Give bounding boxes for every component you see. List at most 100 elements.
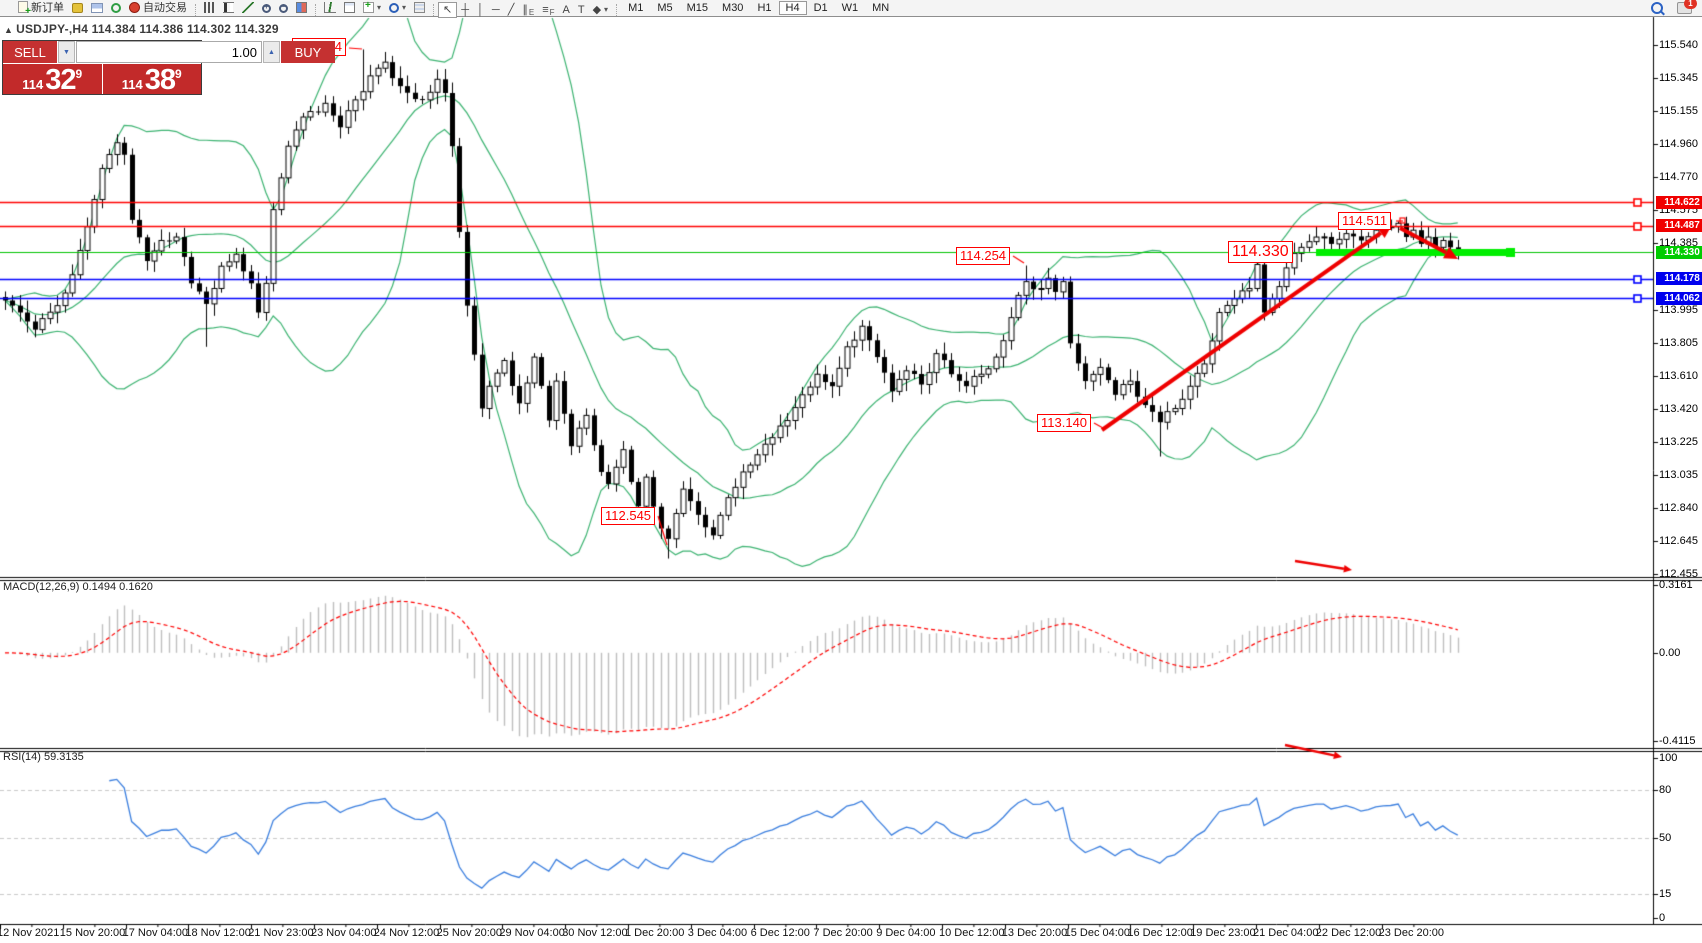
timeframe-w1[interactable]: W1 bbox=[841, 1, 859, 14]
timeframe-m1[interactable]: M1 bbox=[628, 1, 644, 14]
cursor-tool-icon: ↖ bbox=[443, 3, 453, 16]
price-axis-tick: 115.540 bbox=[1659, 39, 1698, 51]
price-annotation-label[interactable]: 114.330 bbox=[1228, 241, 1293, 263]
volume-input[interactable] bbox=[76, 41, 262, 63]
equidistant-channel-tool-icon: ∥ bbox=[522, 3, 528, 16]
price-level-tag: 114.330 bbox=[1656, 245, 1702, 259]
add-indicator-dropdown[interactable]: ▾ bbox=[359, 0, 385, 15]
trendline-tool[interactable]: ╱ bbox=[504, 2, 519, 18]
indicators-button[interactable] bbox=[320, 0, 340, 15]
price-axis-tick: 113.225 bbox=[1659, 435, 1698, 448]
data-window-icon bbox=[344, 1, 355, 13]
chevron-down-icon: ▾ bbox=[604, 5, 609, 14]
rsi-axis-label: 100 bbox=[1659, 752, 1678, 764]
indicators-icon bbox=[324, 1, 336, 13]
data-window-button[interactable] bbox=[340, 0, 359, 15]
candlestick-chart-button[interactable] bbox=[219, 0, 238, 15]
time-axis-label: 9 Dec 04:00 bbox=[876, 927, 936, 939]
cursor-tool[interactable]: ↖ bbox=[438, 1, 458, 18]
buy-button[interactable]: BUY bbox=[281, 41, 335, 63]
time-axis-label: 24 Nov 12:00 bbox=[373, 927, 440, 939]
chevron-down-icon: ▾ bbox=[377, 2, 382, 12]
chevron-down-icon: ▾ bbox=[402, 3, 407, 12]
timeframe-h1[interactable]: H1 bbox=[757, 1, 772, 14]
text-label-tool-icon: T bbox=[577, 3, 585, 16]
arrows-dropdown-icon: ◆ bbox=[592, 3, 602, 16]
toolbar-separator bbox=[616, 3, 618, 16]
rsi-axis-label: 80 bbox=[1659, 783, 1672, 796]
new-order-icon bbox=[18, 0, 31, 17]
price-axis-tick: 113.805 bbox=[1659, 336, 1698, 349]
price-annotation-label[interactable]: 113.140 bbox=[1037, 414, 1092, 432]
equidistant-channel-tool-subscript: E bbox=[528, 7, 535, 17]
new-order-button[interactable]: 新订单 bbox=[14, 0, 68, 17]
vertical-line-tool[interactable]: │ bbox=[473, 2, 488, 18]
text-label-tool[interactable]: T bbox=[574, 2, 589, 18]
notification-badge: 1 bbox=[1684, 0, 1697, 9]
time-axis-label: 6 Dec 12:00 bbox=[750, 927, 810, 939]
volume-spinner: ▼ ▲ bbox=[58, 41, 280, 63]
auto-trading-button[interactable]: 自动交易 bbox=[125, 0, 191, 15]
macd-panel-title: MACD(12,26,9) 0.1494 0.1620 bbox=[3, 581, 153, 593]
sell-price-pips: 32 bbox=[45, 64, 76, 96]
toolbar-separator bbox=[433, 3, 435, 16]
price-axis-tick: 113.995 bbox=[1659, 303, 1698, 316]
time-axis-label: 21 Dec 04:00 bbox=[1253, 927, 1319, 939]
horizontal-line-tool[interactable]: ─ bbox=[488, 2, 504, 18]
timeframe-m5[interactable]: M5 bbox=[657, 1, 673, 14]
zoom-in-button[interactable] bbox=[258, 0, 275, 16]
price-axis-tick: 113.610 bbox=[1659, 369, 1698, 382]
equidistant-channel-tool[interactable]: ∥ E bbox=[518, 2, 538, 18]
zoom-out-button[interactable] bbox=[275, 0, 292, 16]
timeframe-mn[interactable]: MN bbox=[872, 1, 890, 14]
periods-dropdown[interactable]: ▾ bbox=[385, 0, 410, 16]
trade-widget-prices: 114 32 9 114 38 9 bbox=[3, 64, 201, 96]
candlestick-chart-icon bbox=[223, 1, 234, 13]
rsi-axis-label: 15 bbox=[1659, 887, 1672, 900]
bar-chart-button[interactable] bbox=[200, 0, 219, 15]
price-axis-tick: 113.420 bbox=[1659, 402, 1698, 415]
timeframe-d1[interactable]: D1 bbox=[813, 1, 828, 14]
fibonacci-tool[interactable]: ≡ F bbox=[538, 2, 558, 18]
volume-increase-button[interactable]: ▲ bbox=[263, 41, 280, 63]
macd-axis-label: 0.3161 bbox=[1659, 578, 1693, 591]
chart-symbol-header: ▲ USDJPY-,H4 114.384 114.386 114.302 114.… bbox=[4, 22, 279, 36]
arrows-dropdown[interactable]: ◆ ▾ bbox=[589, 2, 612, 18]
chart-window-button[interactable] bbox=[87, 0, 107, 16]
price-annotation-label[interactable]: 114.511 bbox=[1338, 212, 1392, 230]
buy-price-display[interactable]: 114 38 9 bbox=[102, 64, 201, 96]
timeframe-m30[interactable]: M30 bbox=[722, 1, 744, 14]
timeframe-m15[interactable]: M15 bbox=[686, 1, 709, 14]
templates-button[interactable] bbox=[410, 0, 429, 15]
symbol-marker-icon: ▲ bbox=[4, 25, 14, 35]
search-icon[interactable] bbox=[1651, 2, 1663, 14]
timeframe-h4[interactable]: H4 bbox=[778, 0, 807, 15]
notifications-icon[interactable]: 1 bbox=[1677, 0, 1697, 14]
volume-decrease-button[interactable]: ▼ bbox=[58, 41, 75, 63]
crosshair-tool[interactable]: ┼ bbox=[457, 2, 473, 18]
price-level-tag: 114.178 bbox=[1656, 272, 1702, 286]
price-annotation-label[interactable]: 114.254 bbox=[956, 247, 1011, 265]
zoom-in-icon bbox=[262, 2, 271, 13]
push-notification-button[interactable] bbox=[107, 0, 125, 16]
text-tool[interactable]: A bbox=[559, 2, 574, 18]
time-axis-label: 30 Nov 12:00 bbox=[562, 927, 628, 939]
sell-button[interactable]: SELL bbox=[3, 41, 57, 63]
macd-axis-label: 0.00 bbox=[1659, 646, 1681, 659]
fibonacci-tool-icon: ≡ bbox=[542, 3, 549, 16]
time-axis-label: 21 Nov 23:00 bbox=[248, 927, 314, 939]
templates-icon bbox=[414, 1, 426, 13]
price-annotation-label[interactable]: 112.545 bbox=[601, 507, 656, 525]
sell-price-display[interactable]: 114 32 9 bbox=[3, 64, 102, 96]
buy-price-pips: 38 bbox=[144, 64, 176, 96]
price-axis-tick: 112.840 bbox=[1659, 501, 1698, 514]
periods-icon bbox=[389, 2, 400, 13]
tile-windows-button[interactable] bbox=[292, 0, 311, 15]
price-level-tag: 114.622 bbox=[1656, 195, 1702, 209]
time-axis-label: 12 Nov 2021 bbox=[0, 927, 60, 939]
line-chart-button[interactable] bbox=[238, 0, 258, 15]
paint-bucket-tool[interactable] bbox=[68, 0, 87, 16]
time-axis-label: 13 Dec 20:00 bbox=[1001, 927, 1068, 939]
